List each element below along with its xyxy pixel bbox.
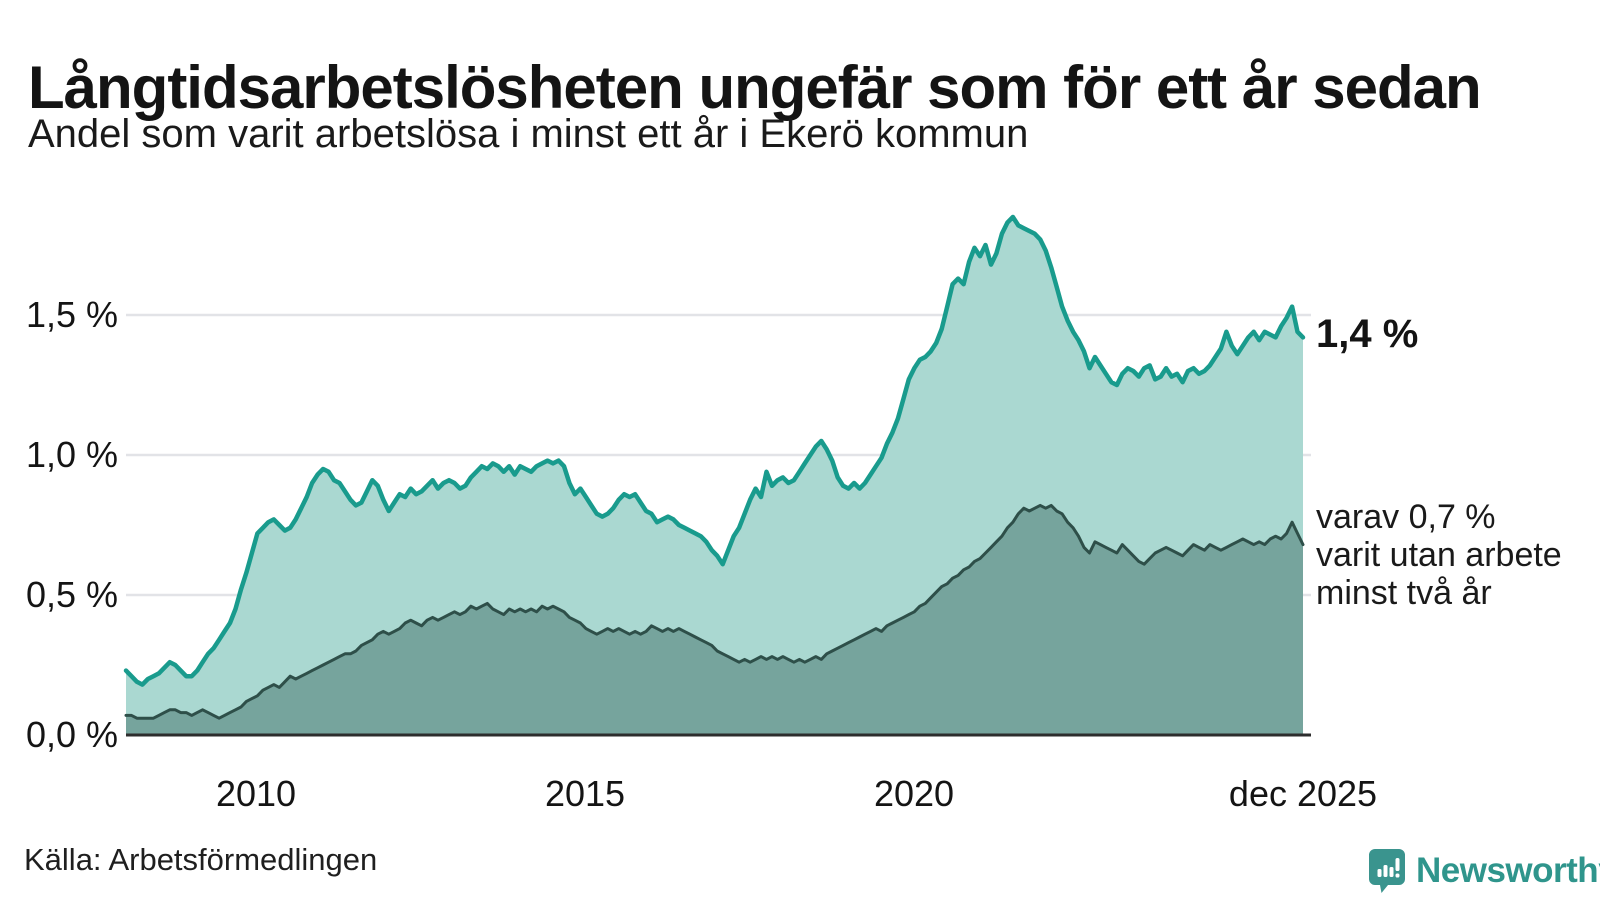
y-tick-label-0-0: 0,0 % — [25, 714, 118, 755]
x-tick-label-2015: 2015 — [544, 773, 626, 814]
y-tick-label-0-5: 0,5 % — [25, 574, 118, 615]
y-tick-label-1-5: 1,5 % — [25, 294, 118, 335]
page-title: Långtidsarbetslösheten ungefär som för e… — [28, 54, 1482, 122]
two-year-annotation: varav 0,7 % varit utan arbete minst två … — [1316, 498, 1562, 612]
x-tick-label-2010: 2010 — [215, 773, 297, 814]
x-tick-label-dec-2025: dec 2025 — [1228, 773, 1378, 814]
total-series-line — [123, 214, 1306, 687]
latest-total-value-label: 1,4 % — [1316, 312, 1419, 356]
newsworthy-speech-bubble-chart-icon — [1367, 847, 1407, 895]
source-label: Källa: Arbetsförmedlingen — [24, 842, 378, 877]
two-year-series-line — [124, 503, 1305, 720]
two-year-annotation-line2: varit utan arbete — [1316, 536, 1562, 574]
newsworthy-logo-text: Newsworthy — [1416, 851, 1600, 890]
two-year-series-area — [126, 505, 1303, 735]
two-year-annotation-line3: minst två år — [1316, 574, 1492, 612]
x-tick-label-2020: 2020 — [873, 773, 955, 814]
newsworthy-logo: Newsworthy — [1367, 847, 1600, 895]
page-subtitle: Andel som varit arbetslösa i minst ett å… — [28, 112, 1029, 156]
y-tick-label-1-0: 1,0 % — [25, 434, 118, 475]
two-year-annotation-line1: varav 0,7 % — [1316, 498, 1496, 536]
